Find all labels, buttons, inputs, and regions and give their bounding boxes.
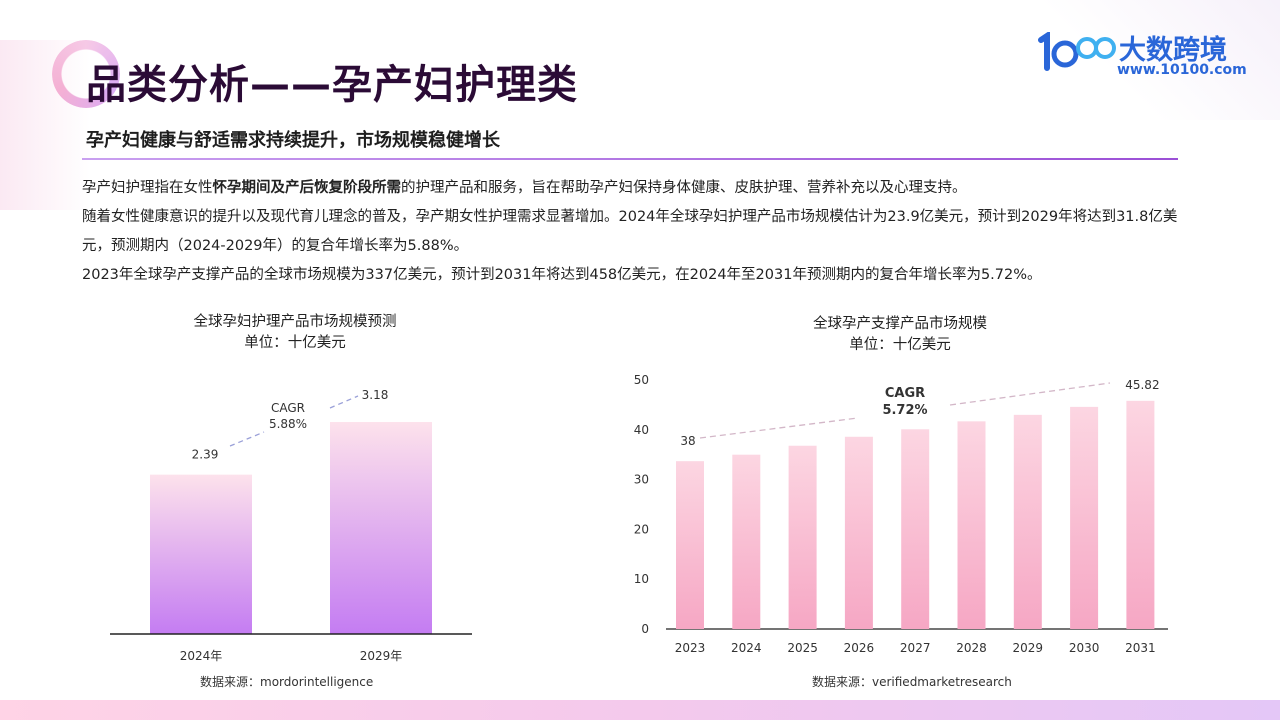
intro-p1-pre: 孕产妇护理指在女性: [82, 180, 213, 196]
logo-10100-icon: [1038, 32, 1116, 71]
x-tick-label: 2023: [675, 641, 706, 655]
value-label: 2.39: [192, 448, 219, 462]
x-tick-label: 2028: [956, 641, 987, 655]
bar-2031: [1126, 400, 1155, 629]
bar-2028: [957, 421, 986, 629]
x-tick-label: 2030: [1069, 641, 1100, 655]
x-tick-label: 2024年: [180, 649, 223, 663]
bar-2026: [844, 436, 873, 629]
y-tick-label: 40: [634, 423, 649, 437]
bottom-decoration-bar: [0, 700, 1280, 720]
intro-paragraph-2: 随着女性健康意识的提升以及现代育儿理念的普及，孕产期女性护理需求显著增加。202…: [82, 209, 1178, 254]
value-label: 45.82: [1125, 378, 1159, 392]
y-tick-label: 0: [641, 622, 649, 636]
intro-paragraph-1: 孕产妇护理指在女性怀孕期间及产后恢复阶段所需的护理产品和服务，旨在帮助孕产妇保持…: [82, 174, 1182, 203]
x-tick-label: 2031: [1125, 641, 1156, 655]
intro-p1-post: 的护理产品和服务，旨在帮助孕产妇保持身体健康、皮肤护理、营养补充以及心理支持。: [401, 180, 967, 196]
cagr-trend-line: [329, 395, 359, 409]
intro-text: 孕产妇护理指在女性怀孕期间及产后恢复阶段所需的护理产品和服务，旨在帮助孕产妇保持…: [82, 174, 1182, 290]
corner-decoration: [1020, 0, 1280, 120]
section-divider: [82, 158, 1178, 160]
bar-2029: [1013, 414, 1042, 629]
cagr-trend-line: [949, 382, 1111, 406]
intro-p1-bold: 怀孕期间及产后恢复阶段所需: [212, 180, 402, 196]
x-tick-label: 2024: [731, 641, 762, 655]
bar-2024: [732, 454, 761, 629]
cagr-value: 5.88%: [269, 417, 307, 431]
intro-paragraph-3: 2023年全球孕产支撑产品的全球市场规模为337亿美元，预计到2031年将达到4…: [82, 267, 1042, 283]
right-chart-unit: 单位：十亿美元: [849, 337, 951, 353]
left-chart-title: 全球孕妇护理产品市场规模预测: [193, 314, 397, 330]
bar-2025: [788, 445, 817, 629]
bar-2023: [676, 461, 704, 629]
x-tick-label: 2029年: [360, 649, 403, 663]
right-chart-source: 数据来源：verifiedmarketresearch: [812, 675, 1012, 689]
x-tick-label: 2029: [1013, 641, 1044, 655]
bar-2029年: [330, 422, 432, 634]
section-subtitle: 孕产妇健康与舒适需求持续提升，市场规模稳健增长: [86, 130, 500, 151]
bar-2024年: [150, 474, 252, 634]
cagr-value: 5.72%: [882, 403, 927, 418]
cagr-trend-line: [229, 431, 265, 447]
left-chart-unit: 单位：十亿美元: [244, 335, 346, 351]
x-tick-label: 2026: [844, 641, 875, 655]
left-chart-source: 数据来源：mordorintelligence: [200, 675, 374, 689]
logo-brand-name: 大数跨境: [1119, 35, 1227, 66]
page-title: 品类分析——孕产妇护理类: [86, 62, 578, 108]
logo-url: www.10100.com: [1117, 62, 1247, 78]
bar-2030: [1070, 406, 1099, 629]
left-bar-chart: 2024年 2029年 2.39 3.18 CAGR 5.88%: [110, 388, 472, 663]
right-chart-title-block: 全球孕产支撑产品市场规模 单位：十亿美元: [760, 312, 1040, 354]
cagr-label: CAGR: [271, 401, 305, 415]
bar-2027: [901, 429, 930, 629]
left-chart-title-block: 全球孕妇护理产品市场规模预测 单位：十亿美元: [150, 310, 440, 352]
x-tick-label: 2025: [787, 641, 818, 655]
y-tick-label: 20: [634, 522, 649, 536]
cagr-trend-line: [699, 417, 859, 439]
y-tick-label: 30: [634, 473, 649, 487]
title-ring-decoration: [52, 40, 120, 108]
value-label: 3.18: [362, 388, 389, 402]
brand-logo: 大数跨境 www.10100.com: [1035, 28, 1250, 84]
right-chart-title: 全球孕产支撑产品市场规模: [813, 316, 987, 332]
value-label: 38: [680, 434, 695, 448]
cagr-label: CAGR: [885, 386, 925, 401]
y-tick-label: 50: [634, 373, 649, 387]
x-tick-label: 2027: [900, 641, 931, 655]
y-tick-label: 10: [634, 572, 649, 586]
